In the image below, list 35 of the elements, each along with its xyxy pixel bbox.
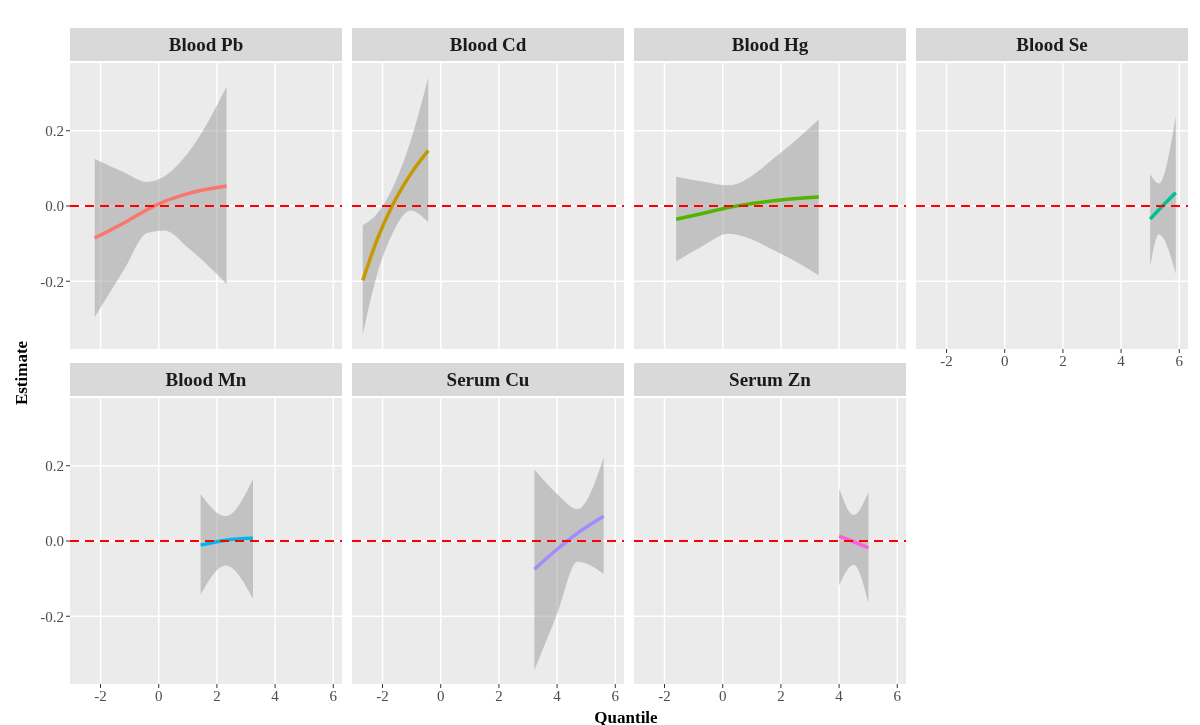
x-tick-label: 0 [718,687,727,704]
x-tick-label: 6 [1175,352,1184,369]
chart-title: Serum Cu [352,363,624,396]
x-tick-label: -2 [940,352,953,369]
y-tick-label: -0.2 [40,273,64,290]
y-tick-label: -0.2 [40,608,64,625]
x-tick-label: 4 [1117,352,1126,369]
x-tick-label: -2 [658,687,671,704]
x-tick-label: 2 [495,687,503,704]
x-tick-label: 0 [154,687,163,704]
x-tick-label: -2 [376,687,389,704]
chart-title: Blood Pb [70,28,342,61]
chart-title: Serum Zn [634,363,906,396]
y-tick-label: 0.0 [45,198,64,215]
x-tick-label: 4 [271,687,280,704]
x-tick-label: 6 [893,687,902,704]
x-tick-label: 6 [329,687,338,704]
y-tick-label: 0.2 [45,458,64,475]
chart-title: Blood Hg [634,28,906,61]
chart-title: Blood Se [916,28,1188,61]
x-tick-label: 2 [213,687,221,704]
x-tick-label: 2 [777,687,785,704]
x-tick-label: 2 [1059,352,1067,369]
x-tick-label: 4 [553,687,562,704]
chart-title: Blood Cd [352,28,624,61]
chart-title: Blood Mn [70,363,342,396]
x-axis-title: Quantile [594,708,658,725]
y-axis-title: Estimate [12,340,32,406]
y-tick-label: 0.0 [45,533,64,550]
x-tick-label: 4 [835,687,844,704]
x-tick-label: -2 [94,687,107,704]
y-tick-label: 0.2 [45,123,64,140]
x-tick-label: 6 [611,687,620,704]
x-tick-label: 0 [436,687,445,704]
x-tick-label: 0 [1000,352,1009,369]
